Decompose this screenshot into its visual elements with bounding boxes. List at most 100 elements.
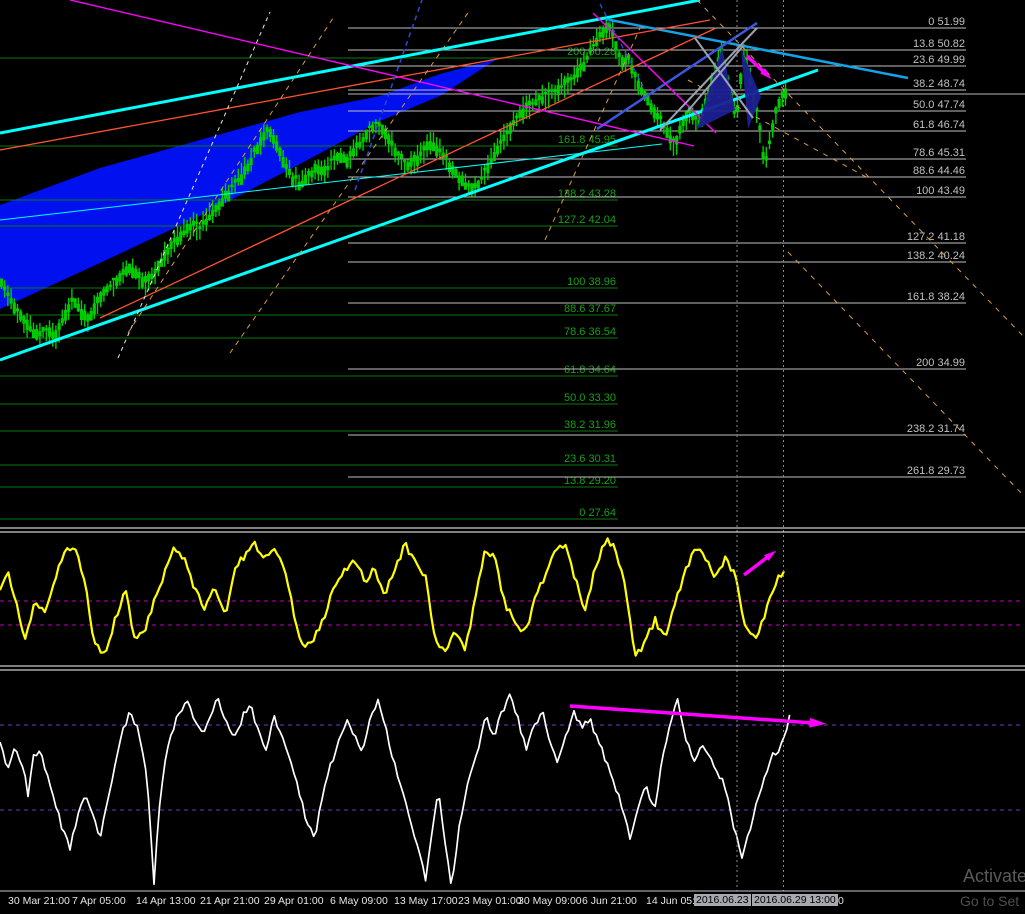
candle-body (502, 134, 506, 142)
candle-body (255, 144, 260, 154)
candle-body (108, 284, 112, 287)
arrow-main[interactable] (745, 54, 767, 75)
candle-body (582, 62, 586, 72)
candle-body (323, 165, 327, 176)
trendline-cyan-channel-bottom[interactable] (0, 68, 819, 362)
candle-body (198, 226, 202, 230)
candle-body (604, 23, 608, 33)
time-axis-label: 6 Jun 21:00 (582, 895, 637, 907)
candle-body (137, 272, 141, 279)
arrow-yellow-pane[interactable] (742, 554, 771, 577)
candle-body (691, 112, 695, 121)
candle-body (329, 158, 333, 161)
candle-body (291, 176, 295, 187)
candle-body (447, 162, 452, 172)
candle-body (9, 298, 13, 304)
arrow-white-pane[interactable] (569, 704, 815, 725)
fib-green-label: 100 38.96 (567, 276, 616, 288)
time-axis-label: 21 Apr 21:00 (200, 895, 260, 907)
candle-body (675, 136, 679, 145)
candle-body (115, 277, 119, 286)
selected-date-label[interactable]: 2016.06.23 (694, 894, 751, 906)
arrow-yellow-pane-head[interactable] (764, 550, 777, 561)
time-axis-label: 0 (838, 895, 844, 907)
trendline-cyan-thin-mid[interactable] (0, 143, 663, 221)
arrow-white-pane-head[interactable] (809, 717, 826, 728)
dash-blue-steep[interactable] (354, 0, 423, 191)
harmonic-pattern-leg[interactable] (659, 27, 758, 131)
time-axis-label: 29 Apr 01:00 (264, 895, 324, 907)
candle-body (671, 138, 676, 141)
candle-body (681, 118, 685, 127)
harmonic-pattern-triangle[interactable] (741, 49, 761, 129)
candle-body (3, 286, 7, 291)
candle-body (412, 154, 416, 162)
candle-body (25, 319, 29, 331)
candle-body (243, 166, 247, 175)
candle-body (524, 102, 528, 109)
candle-body (534, 99, 538, 106)
candle-body (150, 273, 154, 280)
candle-body (521, 108, 525, 119)
candle-body (735, 105, 740, 113)
time-axis[interactable]: 30 Mar 21:00 7 Apr 05:00 14 Apr 13:00 21 Ap… (0, 892, 1025, 914)
candle-body (476, 180, 480, 189)
candle-body (147, 273, 151, 281)
selected-date-label[interactable]: 2016.06.29 13:00 (752, 894, 838, 906)
candle-body (188, 224, 192, 231)
candle-body (143, 276, 148, 283)
candle-body (518, 109, 522, 118)
dash-orange-right-1[interactable] (696, 0, 1025, 339)
dash-orange-left-1[interactable] (127, 14, 336, 334)
fib-green-label: 50.0 33.30 (564, 392, 616, 404)
candle-body (355, 142, 359, 148)
dash-navy-peak[interactable] (599, 3, 644, 87)
candle-body (175, 236, 180, 246)
dash-orange-right-2[interactable] (787, 251, 1025, 498)
candle-body (495, 145, 500, 155)
candle-body (211, 209, 215, 217)
candle-body (275, 141, 279, 151)
fib-green-label: 38.2 31.96 (564, 419, 616, 431)
candle-body (566, 77, 570, 83)
candle-body (60, 318, 64, 324)
candle-body (31, 329, 36, 339)
candle-body (473, 183, 477, 189)
trendline-orange-lower[interactable] (99, 27, 717, 319)
candle-body (44, 328, 48, 331)
candle-body (457, 175, 461, 184)
harmonic-pattern-leg[interactable] (694, 37, 754, 119)
candle-body (767, 140, 772, 144)
trendline-skyblue-descending[interactable] (604, 17, 909, 80)
candle-body (153, 268, 157, 274)
candle-body (694, 116, 698, 120)
candle-body (553, 88, 557, 93)
dash-orange-left-3[interactable] (544, 27, 641, 241)
trendline-royal-ascending[interactable] (596, 21, 758, 131)
harmonic-pattern-leg[interactable] (686, 45, 744, 113)
trendline-magenta-steep[interactable] (592, 12, 717, 134)
candle-body (623, 57, 628, 65)
trendline-cyan-channel-top[interactable] (0, 0, 701, 135)
candle-body (492, 151, 496, 162)
candle-body (431, 142, 436, 152)
candle-body (182, 230, 186, 236)
candle-body (54, 330, 58, 340)
candle-body (435, 145, 439, 157)
candle-body (451, 165, 455, 175)
candle-body (614, 41, 618, 51)
candle-body (556, 85, 560, 96)
candle-body (758, 125, 762, 131)
trendline-orange-upper[interactable] (0, 19, 711, 151)
candle-body (537, 95, 541, 101)
arrow-main-head[interactable] (760, 68, 772, 80)
candle-body (643, 91, 647, 100)
candle-body (252, 147, 256, 153)
candle-body (22, 316, 26, 324)
trendline-magenta-shallow[interactable] (69, 0, 695, 147)
candle-body (166, 247, 170, 255)
candle-body (239, 174, 244, 185)
dash-white-left[interactable] (117, 11, 271, 359)
